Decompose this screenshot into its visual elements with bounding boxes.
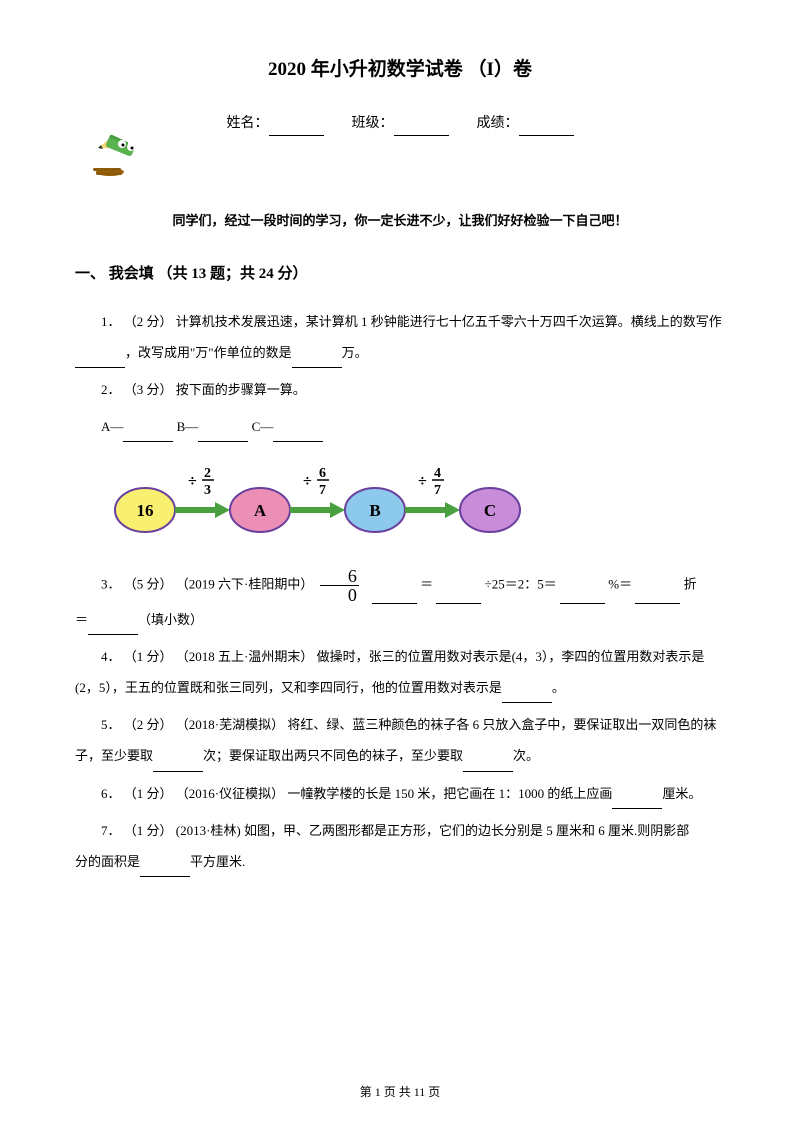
q3-line2-suffix: （填小数） — [138, 612, 203, 627]
q4-prefix: 4． （1 分） （2018 五上·温州期末） 做操时，张三的位置用数对表示是(… — [101, 649, 704, 664]
question-6: 6． （1 分） （2016·仪征模拟） 一幢教学楼的长是 150 米，把它画在… — [75, 778, 725, 809]
q2-blank-a[interactable] — [123, 426, 173, 442]
q3-eq3: %＝ — [608, 576, 632, 591]
q5-blank-1[interactable] — [153, 756, 203, 772]
flow-diagram: 16 ÷ 2 3 A ÷ 6 7 B ÷ 4 7 C — [105, 460, 725, 548]
q3-eq2: ÷25＝2：5＝ — [485, 576, 557, 591]
question-4: 4． （1 分） （2018 五上·温州期末） 做操时，张三的位置用数对表示是(… — [75, 641, 725, 703]
name-blank[interactable] — [269, 120, 324, 136]
q3-eq4: 折 — [684, 576, 697, 591]
q3-eq1: ＝ — [420, 576, 433, 591]
score-label: 成绩： — [477, 116, 519, 131]
q4-line2: (2，5），王五的位置既和张三同列，又和李四同行，他的位置用数对表示是 — [75, 680, 502, 695]
exam-title: 2020 年小升初数学试卷 （I）卷 — [75, 55, 725, 85]
question-1: 1． （2 分） 计算机技术发展迅速，某计算机 1 秒钟能进行七十亿五千零六十万… — [75, 306, 725, 368]
svg-text:6: 6 — [319, 466, 326, 481]
q6-suffix: 厘米。 — [662, 786, 701, 801]
pencil-icon — [90, 130, 148, 190]
q3-blank-5[interactable] — [88, 619, 138, 635]
q1-suffix: 万。 — [342, 345, 368, 360]
q2-text: 2． （3 分） 按下面的步骤算一算。 — [101, 382, 306, 397]
diagram-start: 16 — [137, 501, 154, 520]
q6-prefix: 6． （1 分） （2016·仪征模拟） 一幢教学楼的长是 150 米，把它画在… — [101, 786, 612, 801]
q3-fraction: 60 — [320, 567, 359, 604]
page-footer: 第 1 页 共 11 页 — [0, 1083, 800, 1102]
svg-text:A: A — [254, 501, 267, 520]
encourage-text: 同学们，经过一段时间的学习，你一定长进不少，让我们好好检验一下自己吧！ — [75, 211, 725, 232]
q7-blank[interactable] — [140, 861, 190, 877]
svg-text:7: 7 — [434, 483, 441, 498]
q1-blank-1[interactable] — [75, 352, 125, 368]
question-2: 2． （3 分） 按下面的步骤算一算。 — [75, 374, 725, 405]
q1-text: 1． （2 分） 计算机技术发展迅速，某计算机 1 秒钟能进行七十亿五千零六十万… — [101, 314, 722, 329]
q3-line2-eq: ＝ — [75, 612, 88, 627]
class-blank[interactable] — [394, 120, 449, 136]
q2-c-label: C— — [252, 419, 274, 434]
q7-prefix: 7． （1 分） (2013·桂林) 如图，甲、乙两图形都是正方形，它们的边长分… — [101, 823, 689, 838]
q2-a-label: A— — [101, 419, 123, 434]
name-label: 姓名： — [227, 116, 269, 131]
svg-text:C: C — [484, 501, 496, 520]
q3-blank-2[interactable] — [436, 588, 481, 604]
svg-text:÷: ÷ — [303, 473, 312, 490]
svg-text:7: 7 — [319, 483, 326, 498]
student-info-line: 姓名： 班级： 成绩： — [75, 113, 725, 135]
q5-blank-2[interactable] — [463, 756, 513, 772]
svg-text:2: 2 — [204, 466, 211, 481]
q2-blank-c[interactable] — [273, 426, 323, 442]
q4-suffix: 。 — [552, 680, 565, 695]
score-blank[interactable] — [519, 120, 574, 136]
svg-text:3: 3 — [204, 483, 211, 498]
q1-blank-2[interactable] — [292, 352, 342, 368]
q1-mid: ，改写成用"万"作单位的数是 — [125, 345, 292, 360]
q5-prefix: 5． （2 分） （2018·芜湖模拟） 将红、绿、蓝三种颜色的袜子各 6 只放… — [101, 717, 716, 732]
q2-b-label: B— — [177, 419, 199, 434]
q7-suffix: 平方厘米. — [190, 854, 245, 869]
question-7: 7． （1 分） (2013·桂林) 如图，甲、乙两图形都是正方形，它们的边长分… — [75, 815, 725, 877]
q7-line2: 分的面积是 — [75, 854, 140, 869]
q3-blank-4[interactable] — [635, 588, 680, 604]
question-3: 3． （5 分） （2019 六下·桂阳期中） 60 ＝ ÷25＝2：5＝ %＝… — [75, 567, 725, 635]
q5-line2: 子，至少要取 — [75, 748, 153, 763]
question-5: 5． （2 分） （2018·芜湖模拟） 将红、绿、蓝三种颜色的袜子各 6 只放… — [75, 709, 725, 771]
q4-blank[interactable] — [502, 687, 552, 703]
q5-suffix: 次。 — [513, 748, 539, 763]
section-1-title: 一、 我会填 （共 13 题；共 24 分） — [75, 262, 725, 286]
svg-text:÷: ÷ — [188, 473, 197, 490]
q3-blank-1[interactable] — [372, 588, 417, 604]
q5-mid: 次；要保证取出两只不同色的袜子，至少要取 — [203, 748, 463, 763]
q2-blank-b[interactable] — [198, 426, 248, 442]
q3-prefix: 3． （5 分） （2019 六下·桂阳期中） — [101, 576, 313, 591]
class-label: 班级： — [352, 116, 394, 131]
q6-blank[interactable] — [612, 793, 662, 809]
svg-text:B: B — [369, 501, 380, 520]
q3-blank-3[interactable] — [560, 588, 605, 604]
svg-text:4: 4 — [434, 466, 441, 481]
question-2-blanks: A— B— C— — [75, 411, 725, 442]
svg-text:÷: ÷ — [418, 473, 427, 490]
